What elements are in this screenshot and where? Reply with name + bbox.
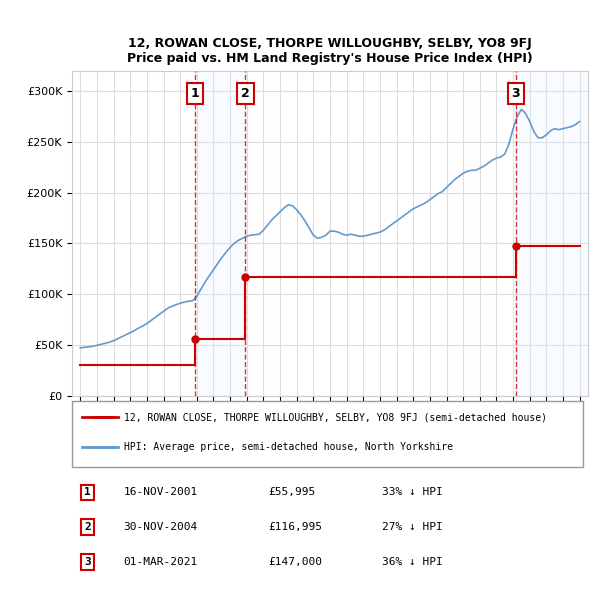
Text: 12, ROWAN CLOSE, THORPE WILLOUGHBY, SELBY, YO8 9FJ (semi-detached house): 12, ROWAN CLOSE, THORPE WILLOUGHBY, SELB… [124, 412, 547, 422]
Bar [195, 71, 245, 395]
Text: £116,995: £116,995 [268, 522, 322, 532]
Text: 1: 1 [190, 87, 199, 100]
FancyBboxPatch shape [72, 401, 583, 467]
Text: 1: 1 [84, 487, 91, 497]
Text: 3: 3 [84, 557, 91, 567]
Text: £147,000: £147,000 [268, 557, 322, 567]
Text: 27% ↓ HPI: 27% ↓ HPI [382, 522, 442, 532]
Bar [516, 71, 588, 395]
Text: 36% ↓ HPI: 36% ↓ HPI [382, 557, 442, 567]
Title: 12, ROWAN CLOSE, THORPE WILLOUGHBY, SELBY, YO8 9FJ
Price paid vs. HM Land Regist: 12, ROWAN CLOSE, THORPE WILLOUGHBY, SELB… [127, 38, 533, 65]
Text: 16-NOV-2001: 16-NOV-2001 [124, 487, 198, 497]
Text: 30-NOV-2004: 30-NOV-2004 [124, 522, 198, 532]
Text: 01-MAR-2021: 01-MAR-2021 [124, 557, 198, 567]
Text: 3: 3 [512, 87, 520, 100]
Text: HPI: Average price, semi-detached house, North Yorkshire: HPI: Average price, semi-detached house,… [124, 442, 452, 452]
Text: 33% ↓ HPI: 33% ↓ HPI [382, 487, 442, 497]
Text: 2: 2 [241, 87, 250, 100]
Text: 2: 2 [84, 522, 91, 532]
Text: £55,995: £55,995 [268, 487, 316, 497]
